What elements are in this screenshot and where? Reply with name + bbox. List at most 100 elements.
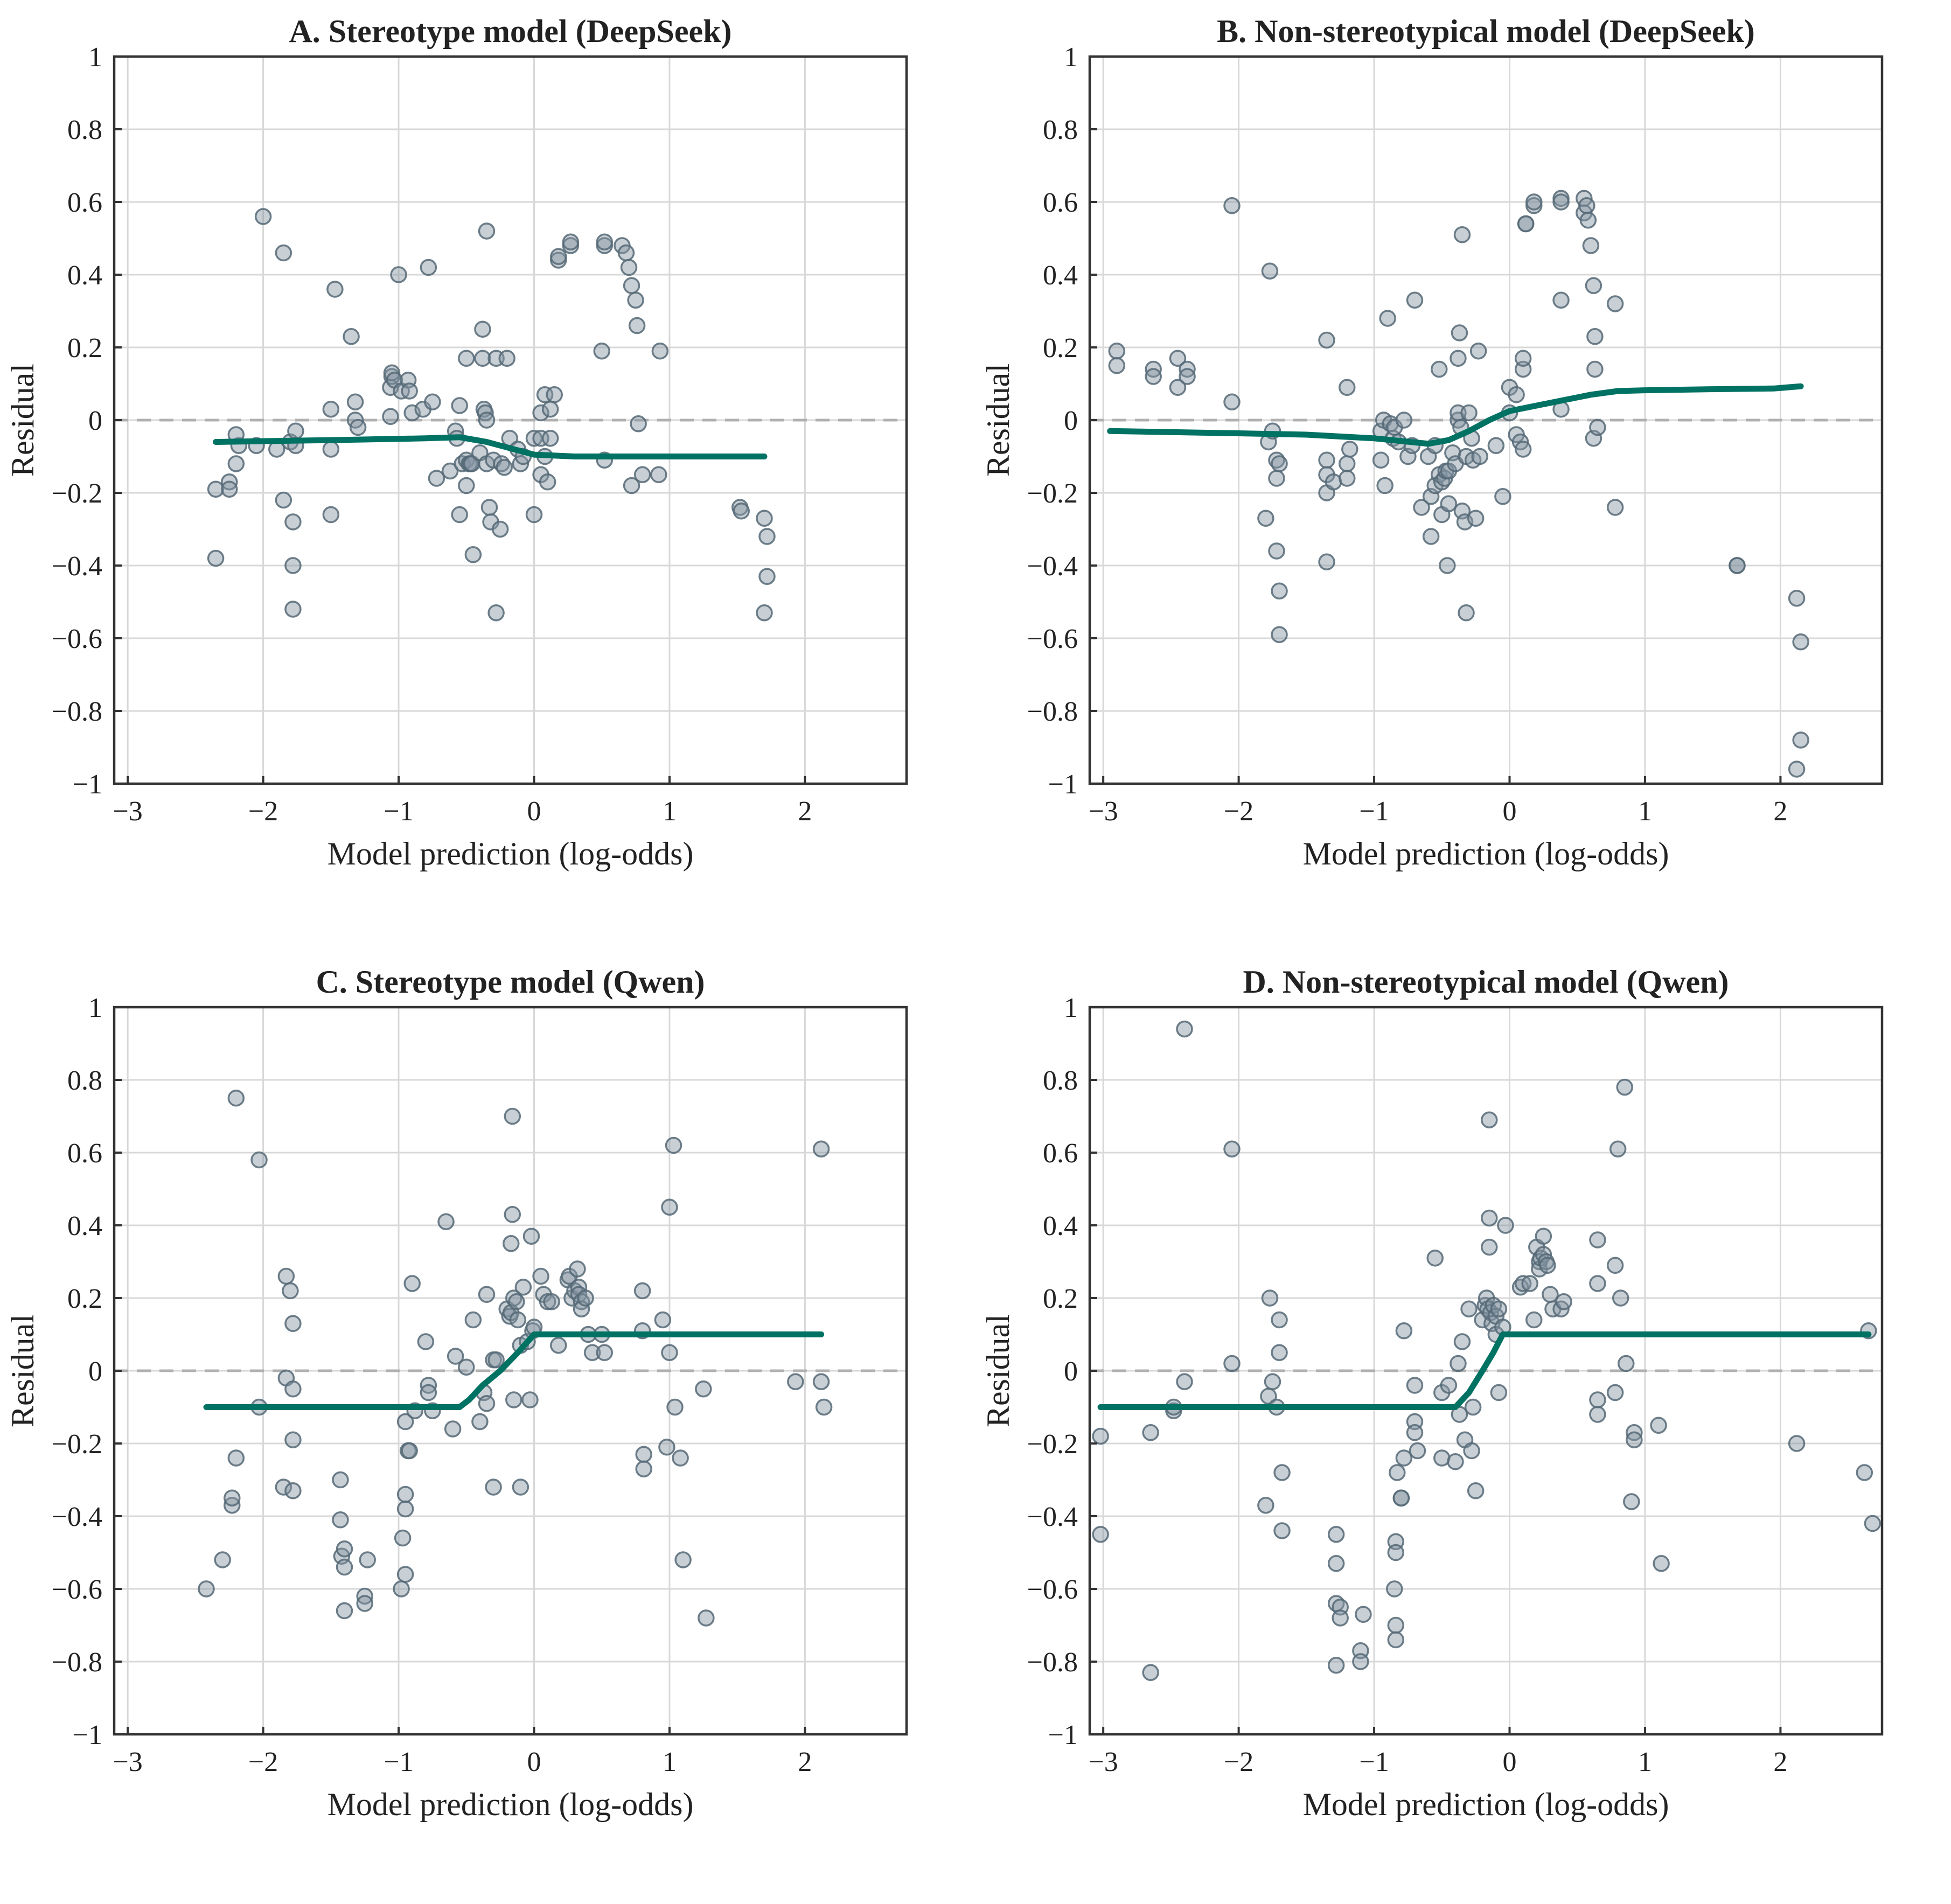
y-axis-label-b: Residual	[980, 364, 1016, 477]
point-d-67	[1490, 1300, 1508, 1317]
point-c-17	[332, 1511, 349, 1529]
point-c-3	[224, 1489, 241, 1507]
point-a-88	[562, 233, 580, 250]
point-c-28	[396, 1500, 414, 1518]
point-d-68	[1490, 1384, 1508, 1401]
point-c-48	[485, 1478, 502, 1496]
ytick-label-b-10: 1	[1064, 42, 1078, 73]
point-c-65	[521, 1391, 539, 1408]
point-b-109	[1792, 633, 1809, 651]
point-d-79	[1535, 1228, 1552, 1245]
point-b-91	[1552, 193, 1570, 211]
point-a-1	[207, 549, 225, 567]
point-d-7	[1176, 1373, 1193, 1390]
ticks-b: −3 −2 −1 0 1 2 −1 −0.8 −0.6 −0.4 −0.2 0 0.2 0.4 0.6 0.8…	[1027, 42, 1788, 827]
point-a-40	[441, 462, 459, 480]
point-a-101	[633, 466, 651, 483]
point-c-37	[420, 1384, 437, 1401]
point-d-95	[1616, 1078, 1633, 1096]
ytick-label-a-10: 1	[88, 42, 102, 73]
point-d-51	[1460, 1300, 1478, 1317]
point-d-9	[1223, 1355, 1241, 1372]
point-a-74	[525, 506, 543, 524]
point-d-10	[1257, 1497, 1274, 1514]
point-c-102	[787, 1373, 804, 1390]
point-c-83	[577, 1289, 594, 1307]
point-b-4	[1169, 350, 1187, 367]
point-d-49	[1453, 1333, 1471, 1350]
point-a-11	[275, 244, 292, 262]
point-a-8	[254, 208, 272, 225]
point-b-102	[1586, 328, 1604, 345]
point-b-12	[1261, 262, 1279, 280]
point-b-63	[1451, 324, 1468, 341]
xtick-label-c-2: −1	[384, 1747, 413, 1777]
point-c-25	[393, 1580, 410, 1598]
point-d-20	[1327, 1555, 1345, 1572]
point-d-22	[1327, 1657, 1345, 1674]
chart-title-c: C. Stereotype model (Qwen)	[316, 964, 705, 1000]
point-d-6	[1176, 1020, 1193, 1038]
point-d-90	[1589, 1406, 1606, 1423]
point-d-60	[1481, 1238, 1498, 1256]
point-d-102	[1788, 1435, 1806, 1452]
point-a-105	[733, 503, 750, 520]
xtick-label-d-5: 2	[1773, 1747, 1787, 1777]
point-c-40	[444, 1420, 462, 1438]
point-b-68	[1458, 604, 1475, 622]
point-a-81	[539, 473, 556, 491]
point-b-10	[1257, 510, 1274, 527]
ytick-label-c-3: −0.4	[52, 1502, 102, 1532]
point-a-95	[620, 259, 638, 276]
point-c-91	[635, 1460, 652, 1477]
point-c-55	[504, 1206, 521, 1223]
point-b-105	[1606, 499, 1624, 516]
point-c-42	[458, 1358, 475, 1376]
point-c-12	[284, 1315, 302, 1332]
point-d-32	[1387, 1631, 1405, 1649]
point-d-92	[1606, 1384, 1624, 1401]
point-b-100	[1585, 277, 1602, 294]
point-b-62	[1450, 350, 1467, 367]
point-b-15	[1268, 470, 1285, 487]
x-axis-label-d: Model prediction (log-odds)	[1303, 1787, 1669, 1822]
ytick-label-d-2: −0.6	[1027, 1574, 1078, 1605]
point-b-8	[1223, 197, 1241, 214]
point-b-24	[1318, 553, 1335, 570]
point-d-38	[1406, 1377, 1424, 1394]
point-d-33	[1389, 1464, 1406, 1481]
point-b-1	[1108, 357, 1126, 374]
point-a-3	[220, 480, 238, 498]
ytick-label-b-5: 0	[1064, 406, 1078, 436]
point-a-26	[382, 408, 399, 425]
x-axis-label-a: Model prediction (log-odds)	[328, 836, 694, 871]
ytick-label-b-6: 0.2	[1043, 333, 1078, 364]
point-b-89	[1525, 193, 1543, 211]
point-a-66	[491, 520, 509, 538]
point-c-15	[284, 1482, 302, 1500]
point-b-85	[1514, 441, 1532, 458]
point-b-5	[1169, 379, 1187, 396]
point-c-58	[505, 1391, 522, 1408]
y-axis-label-a: Residual	[5, 364, 40, 477]
panel-b: −3 −2 −1 0 1 2 −1 −0.8 −0.6 −0.4 −0.2 0 0.2 0.4 0.6 0.8…	[975, 0, 1951, 953]
point-d-45	[1440, 1377, 1458, 1394]
point-d-53	[1464, 1398, 1482, 1416]
point-d-88	[1589, 1391, 1606, 1408]
panel-c: −3 −2 −1 0 1 2 −1 −0.8 −0.6 −0.4 −0.2 0 0.2 0.4 0.6 0.8…	[0, 951, 975, 1904]
point-c-43	[464, 1311, 482, 1329]
point-b-27	[1339, 455, 1356, 472]
point-d-36	[1395, 1322, 1413, 1340]
point-c-16	[332, 1471, 349, 1489]
xtick-label-a-0: −3	[113, 796, 142, 827]
chart-title-a: A. Stereotype model (DeepSeek)	[289, 13, 731, 49]
point-b-101	[1586, 360, 1604, 378]
point-b-43	[1413, 499, 1430, 516]
ytick-label-c-8: 0.6	[67, 1138, 102, 1169]
xtick-label-c-5: 2	[798, 1747, 812, 1777]
point-c-94	[661, 1344, 678, 1361]
point-a-108	[758, 568, 776, 585]
point-b-49	[1430, 360, 1448, 378]
point-b-80	[1508, 386, 1525, 403]
point-c-63	[514, 1279, 532, 1296]
